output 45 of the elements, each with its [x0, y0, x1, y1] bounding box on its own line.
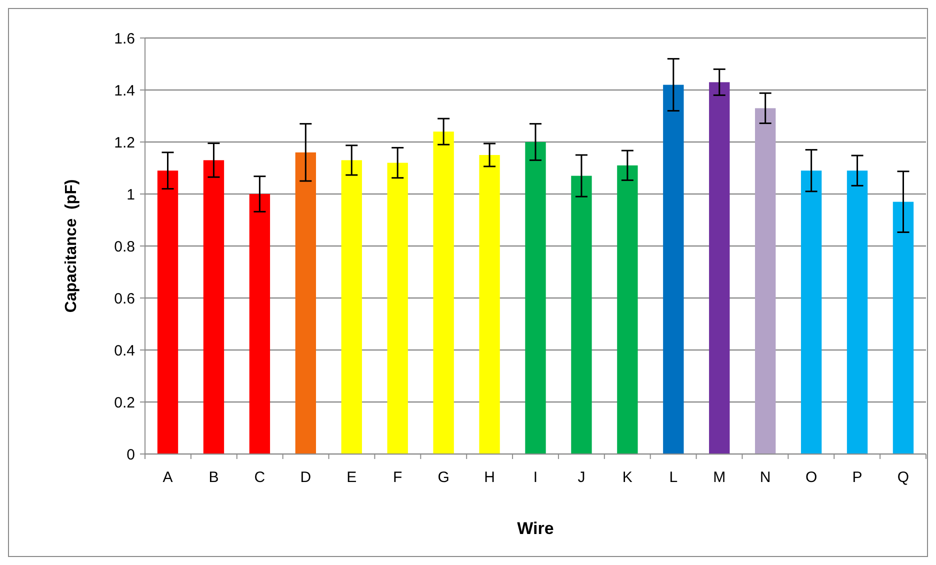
- x-tick-label: L: [669, 469, 678, 486]
- bar: [387, 162, 408, 454]
- y-tick-label: 0.8: [114, 238, 135, 256]
- x-axis-title: Wire: [517, 519, 554, 538]
- y-tick-label: 0: [126, 446, 135, 464]
- bar: [295, 152, 316, 454]
- x-tick-label: D: [300, 469, 312, 486]
- bar: [525, 142, 546, 454]
- bar: [249, 194, 270, 454]
- bar: [663, 84, 684, 454]
- x-tick-label: I: [533, 469, 538, 486]
- x-tick-label: M: [713, 469, 726, 486]
- y-tick-label: 0.6: [114, 290, 135, 308]
- x-tick-label: H: [484, 469, 495, 486]
- x-tick-label: C: [254, 469, 266, 486]
- y-tick-label: 1: [126, 186, 135, 204]
- bar: [755, 108, 776, 454]
- x-tick-label: N: [760, 469, 771, 486]
- y-tick-label: 1.2: [114, 134, 135, 152]
- x-tick-label: G: [438, 469, 450, 486]
- bar: [892, 202, 914, 454]
- bar: [846, 170, 868, 454]
- bar: [800, 170, 822, 454]
- bar: [341, 160, 362, 454]
- bar: [433, 132, 454, 454]
- x-tick-label: J: [578, 469, 586, 486]
- x-tick-label: A: [162, 469, 173, 486]
- bar: [479, 155, 500, 454]
- y-tick-label: 0.2: [114, 394, 135, 412]
- y-axis-title: Capacitance (pF): [63, 179, 80, 313]
- bar: [617, 165, 638, 454]
- x-tick-label: E: [346, 469, 357, 486]
- x-tick-label: O: [805, 469, 818, 486]
- x-tick-label: Q: [897, 469, 910, 486]
- bar: [571, 176, 592, 454]
- x-tick-label: K: [622, 469, 632, 486]
- bar: [203, 160, 224, 454]
- x-tick-label: B: [208, 469, 219, 486]
- y-tick-label: 1.6: [114, 30, 135, 48]
- bar: [709, 82, 730, 454]
- x-tick-label: P: [852, 469, 862, 486]
- y-tick-label: 0.4: [114, 342, 135, 360]
- y-tick-label: 1.4: [114, 82, 135, 100]
- x-tick-label: F: [393, 469, 402, 486]
- bar: [157, 170, 178, 454]
